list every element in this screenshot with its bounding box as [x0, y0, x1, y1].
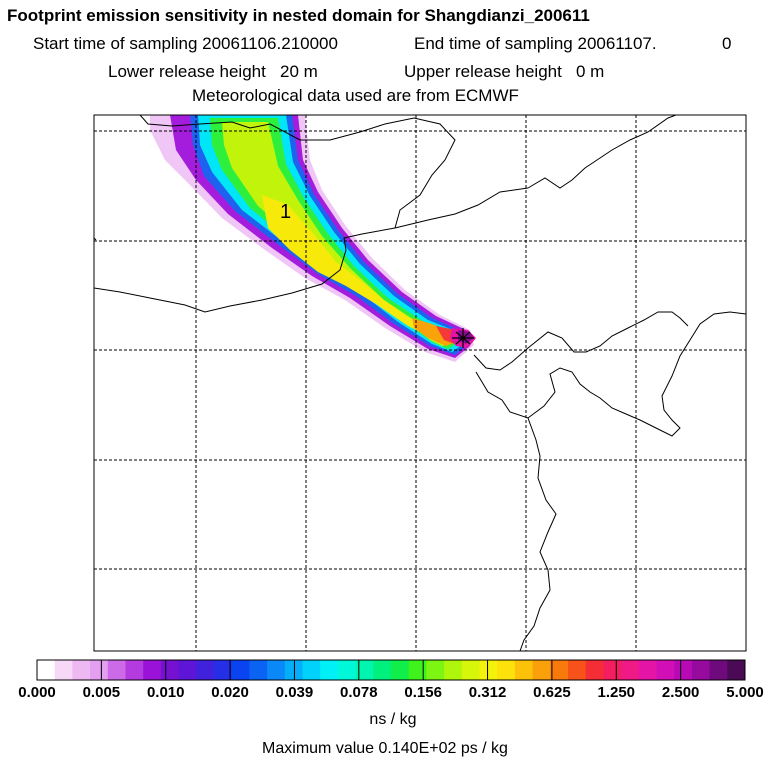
colorbar-swatch — [479, 660, 498, 680]
upper-release-line: Upper release height 0 m — [404, 62, 604, 82]
colorbar-swatch — [550, 660, 569, 680]
colorbar-label: 0.039 — [275, 684, 314, 701]
colorbar-swatch — [709, 660, 728, 680]
colorbar-label: 0.078 — [340, 684, 378, 701]
max-value-text: Maximum value 0.140E+02 ps / kg — [262, 740, 508, 757]
coastline-bay — [473, 311, 689, 371]
colorbar-swatch — [178, 660, 197, 680]
release-site-marker — [452, 328, 474, 348]
colorbar-label: 5.000 — [726, 684, 764, 701]
colorbar-swatch — [532, 660, 551, 680]
plume-band-yellowgreen — [222, 122, 450, 346]
colorbar-swatch — [461, 660, 480, 680]
colorbar-label: 2.500 — [661, 684, 700, 701]
border-line-west — [94, 187, 529, 313]
colorbar-swatch — [638, 660, 657, 680]
colorbar-swatch — [621, 660, 640, 680]
colorbar-label: 0.020 — [211, 684, 249, 701]
colorbar-units: ns / kg — [369, 711, 417, 728]
plume-band-yellow — [262, 195, 430, 336]
colorbar-swatch — [302, 660, 321, 680]
colorbar-label: 0.000 — [18, 684, 56, 701]
colorbar-swatch — [691, 660, 711, 680]
map-grid — [94, 115, 746, 651]
colorbar-swatch — [674, 660, 693, 680]
end-time-label: End time of sampling — [414, 34, 573, 53]
colorbar-label: 0.010 — [146, 684, 185, 701]
colorbar-swatch — [656, 660, 675, 680]
colorbar-swatch — [585, 660, 604, 680]
colorbar-swatch — [72, 660, 91, 680]
lower-release-label: Lower release height — [108, 62, 266, 81]
met-data-line: Meteorological data used are from ECMWF — [192, 86, 519, 105]
colorbar-swatch — [391, 660, 410, 680]
coastline-south — [519, 417, 557, 651]
colorbar-swatch — [107, 660, 126, 680]
colorbar-swatch — [373, 660, 392, 680]
end-time-suffix: 0 — [722, 34, 732, 53]
plume-band-darkpurple — [458, 330, 474, 344]
start-time-value: 20061106.210000 — [202, 34, 338, 53]
colorbar-swatch — [320, 660, 339, 680]
colorbar-swatch — [497, 660, 516, 680]
colorbar-swatch — [355, 660, 374, 680]
end-time-value: 20061107. — [577, 34, 657, 53]
border-line-north — [139, 115, 456, 229]
coastline-gulf — [527, 115, 677, 189]
colorbar-swatch — [568, 660, 587, 680]
colorbar-swatch — [231, 660, 250, 680]
colorbar-swatch — [284, 660, 303, 680]
colorbar-swatch — [90, 660, 109, 680]
colorbar-swatch — [54, 660, 73, 680]
colorbar-swatch — [249, 660, 268, 680]
colorbar-swatch — [160, 660, 180, 680]
colorbar-swatch — [408, 660, 427, 680]
colorbar — [36, 659, 746, 681]
colorbar-swatch — [143, 660, 162, 680]
colorbar-swatch — [125, 660, 144, 680]
colorbar-label: 1.250 — [597, 684, 636, 701]
coastlines — [94, 115, 746, 651]
colorbar-label: 0.005 — [82, 684, 121, 701]
colorbar-frame — [36, 659, 746, 681]
colorbar-label: 0.625 — [533, 684, 571, 701]
start-time-line: Start time of sampling 20061106.210000 — [33, 34, 338, 54]
colorbar-label: 0.312 — [468, 684, 507, 701]
colorbar-swatch — [603, 660, 622, 680]
colorbar-label: 0.156 — [404, 684, 442, 701]
colorbar-swatch — [514, 660, 534, 680]
end-time-line: End time of sampling 20061107. — [414, 34, 657, 54]
lower-release-line: Lower release height 20 m — [108, 62, 318, 82]
colorbar-swatch — [337, 660, 357, 680]
start-time-label: Start time of sampling — [33, 34, 198, 53]
coastline-peninsula — [475, 311, 746, 437]
colorbar-swatch — [426, 660, 445, 680]
map-frame — [93, 114, 747, 652]
lower-release-value: 20 m — [280, 62, 318, 81]
map-title: Footprint emission sensitivity in nested… — [7, 6, 590, 25]
upper-release-value: 0 m — [576, 62, 605, 81]
colorbar-swatch — [196, 660, 215, 680]
colorbar-swatch — [37, 660, 56, 680]
colorbar-swatch — [267, 660, 286, 680]
colorbar-swatch — [214, 660, 233, 680]
upper-release-label: Upper release height — [404, 62, 562, 81]
colorbar-swatch — [444, 660, 463, 680]
contour-label: 1 — [280, 201, 291, 223]
colorbar-swatch — [727, 660, 746, 680]
footprint-plume — [150, 115, 476, 362]
